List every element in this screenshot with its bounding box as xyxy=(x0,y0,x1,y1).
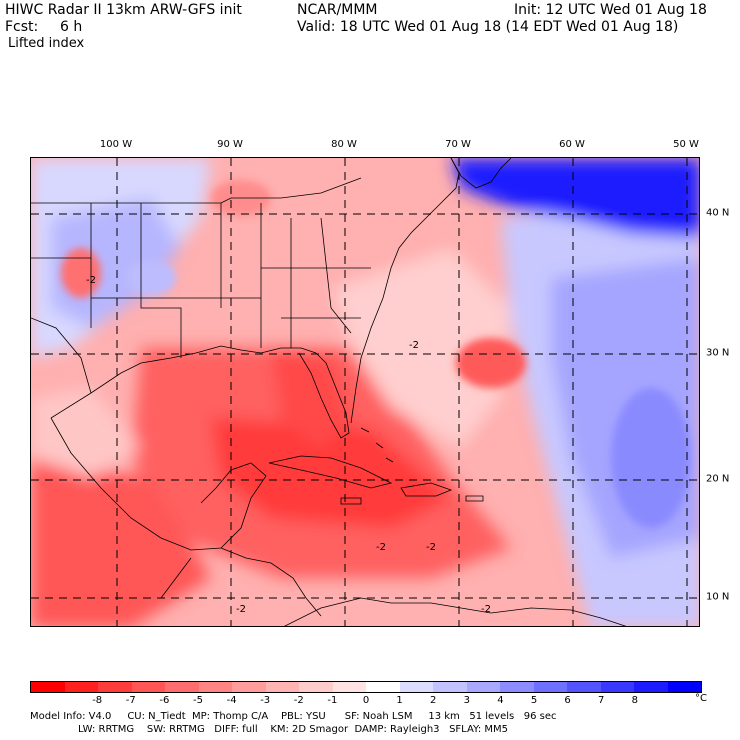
colorbar-tick-label: 6 xyxy=(564,695,571,706)
field-name: Lifted index xyxy=(8,36,85,51)
colorbar-swatch xyxy=(165,682,199,692)
colorbar-tick-label: -1 xyxy=(327,695,338,706)
colorbar xyxy=(30,681,702,693)
colorbar-tick-label: -8 xyxy=(92,695,103,706)
contour-label: -2 xyxy=(426,542,436,553)
colorbar-tick-label: -6 xyxy=(159,695,170,706)
lat-label-10n: 10 N xyxy=(706,591,730,603)
lon-label-80w: 80 W xyxy=(331,139,357,150)
colorbar-swatch xyxy=(265,682,299,692)
colorbar-swatch xyxy=(31,682,65,692)
lat-label-20n: 20 N xyxy=(706,473,730,485)
lat-label-30n: 30 N xyxy=(706,347,730,359)
lon-label-90w: 90 W xyxy=(217,139,243,150)
contour-label: -2 xyxy=(409,340,419,351)
colorbar-swatch xyxy=(533,682,567,692)
colorbar-swatch xyxy=(433,682,467,692)
colorbar-unit: °C xyxy=(695,693,707,704)
forecast-label: Fcst: xyxy=(5,19,39,35)
colorbar-swatch xyxy=(64,682,98,692)
colorbar-swatch xyxy=(667,682,701,692)
colorbar-swatch xyxy=(131,682,165,692)
contour-label: -2 xyxy=(481,604,491,615)
map-field: -2 -2 -2 -2 -2 -2 xyxy=(31,158,699,626)
contour-label: -2 xyxy=(236,604,246,615)
init-time: Init: 12 UTC Wed 01 Aug 18 xyxy=(514,2,707,18)
colorbar-tick-label: -2 xyxy=(293,695,304,706)
colorbar-swatch xyxy=(567,682,601,692)
colorbar-swatch xyxy=(500,682,534,692)
lon-label-50w: 50 W xyxy=(673,139,699,150)
map-title: HIWC Radar II 13km ARW-GFS init xyxy=(5,2,242,18)
colorbar-tick-label: 3 xyxy=(463,695,470,706)
lat-label-40n: 40 N xyxy=(706,207,730,219)
source-label: NCAR/MMM xyxy=(297,2,378,18)
colorbar-swatch xyxy=(634,682,668,692)
colorbar-swatch xyxy=(232,682,266,692)
colorbar-tick-label: 8 xyxy=(631,695,638,706)
colorbar-tick-label: -3 xyxy=(260,695,271,706)
lifted-index-map: -2 -2 -2 -2 -2 -2 xyxy=(30,157,700,627)
colorbar-swatch xyxy=(332,682,366,692)
colorbar-swatch xyxy=(299,682,333,692)
colorbar-tick-label: 5 xyxy=(530,695,538,706)
colorbar-swatch xyxy=(198,682,232,692)
colorbar-swatch xyxy=(466,682,500,692)
colorbar-swatch xyxy=(399,682,433,692)
colorbar-tick-label: 2 xyxy=(430,695,437,706)
colorbar-tick-label: 0 xyxy=(362,695,370,706)
colorbar-tick-label: -7 xyxy=(125,695,136,706)
model-info-line2: LW: RRTMG SW: RRTMG DIFF: full KM: 2D Sm… xyxy=(78,724,508,735)
lon-label-60w: 60 W xyxy=(559,139,585,150)
forecast-hour: 6 h xyxy=(60,19,83,35)
colorbar-swatch xyxy=(98,682,132,692)
contour-label: -2 xyxy=(376,542,386,553)
colorbar-tick-label: 7 xyxy=(598,695,605,706)
colorbar-tick-label: -5 xyxy=(193,695,203,706)
colorbar-tick-label: -4 xyxy=(226,695,237,706)
colorbar-tick-label: 4 xyxy=(497,695,504,706)
field-shading xyxy=(31,158,699,626)
contour-label: -2 xyxy=(86,275,96,286)
lon-label-100w: 100 W xyxy=(99,139,133,150)
colorbar-swatch xyxy=(366,682,400,692)
colorbar-swatch xyxy=(600,682,634,692)
valid-time: Valid: 18 UTC Wed 01 Aug 18 (14 EDT Wed … xyxy=(297,19,679,35)
lon-label-70w: 70 W xyxy=(445,139,471,150)
model-info-line1: Model Info: V4.0 CU: N_Tiedt MP: Thomp C… xyxy=(30,711,557,722)
colorbar-tick-label: 1 xyxy=(396,695,403,706)
